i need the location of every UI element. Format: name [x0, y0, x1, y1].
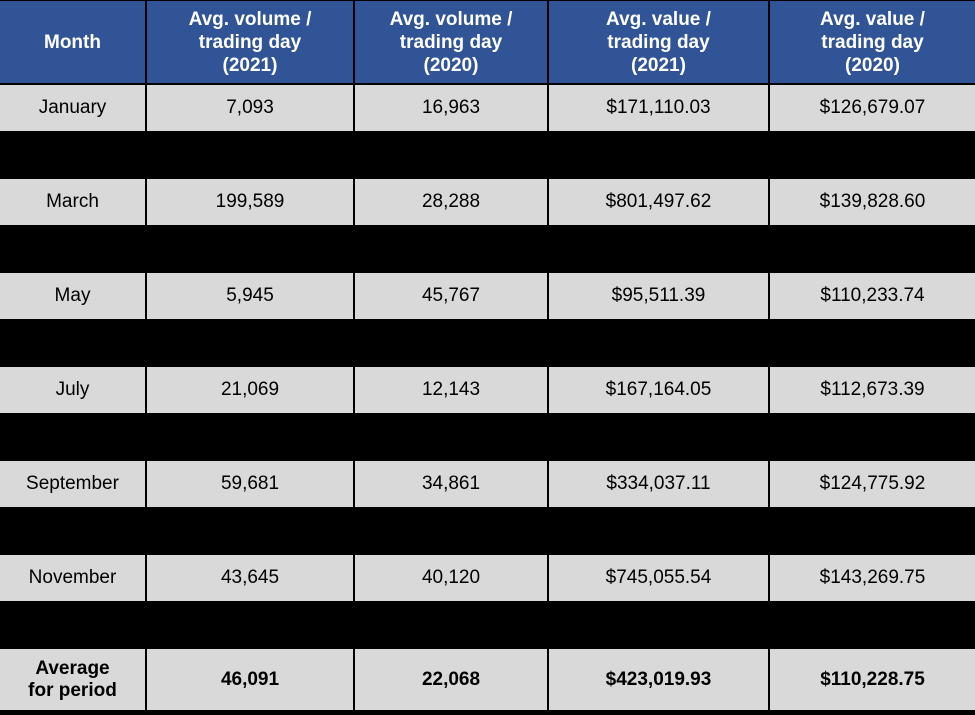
- table-row-november: November 43,645 40,120 $745,055.54 $143,…: [0, 555, 975, 601]
- column-header-avg-volume-2020: Avg. volume / trading day (2020): [355, 1, 547, 83]
- cell-november-volume-2020: 40,120: [355, 555, 547, 601]
- cell-average-label: Average for period: [0, 649, 145, 710]
- cell-september-volume-2021: 59,681: [147, 461, 353, 507]
- cell-november-value-2020: $143,269.75: [770, 555, 975, 601]
- column-header-month: Month: [0, 1, 145, 83]
- cell-july-value-2021: $167,164.05: [549, 367, 768, 413]
- hidden-row-band-december: [0, 601, 975, 649]
- cell-july-month: July: [0, 367, 145, 413]
- cell-september-value-2020: $124,775.92: [770, 461, 975, 507]
- hidden-row-band-april: [0, 225, 975, 273]
- cell-march-month: March: [0, 179, 145, 225]
- table-bottom-border: [0, 710, 975, 715]
- cell-average-volume-2021: 46,091: [147, 649, 353, 710]
- cell-may-volume-2021: 5,945: [147, 273, 353, 319]
- cell-march-volume-2020: 28,288: [355, 179, 547, 225]
- cell-september-volume-2020: 34,861: [355, 461, 547, 507]
- cell-july-value-2020: $112,673.39: [770, 367, 975, 413]
- cell-may-value-2020: $110,233.74: [770, 273, 975, 319]
- cell-may-month: May: [0, 273, 145, 319]
- table-row-september: September 59,681 34,861 $334,037.11 $124…: [0, 461, 975, 507]
- table-row-average: Average for period 46,091 22,068 $423,01…: [0, 649, 975, 710]
- cell-march-value-2020: $139,828.60: [770, 179, 975, 225]
- cell-average-value-2021: $423,019.93: [549, 649, 768, 710]
- column-header-avg-value-2021: Avg. value / trading day (2021): [549, 1, 768, 83]
- cell-average-value-2020: $110,228.75: [770, 649, 975, 710]
- table-row-march: March 199,589 28,288 $801,497.62 $139,82…: [0, 179, 975, 225]
- hidden-row-band-august: [0, 413, 975, 461]
- cell-september-month: September: [0, 461, 145, 507]
- cell-january-month: January: [0, 85, 145, 131]
- cell-november-value-2021: $745,055.54: [549, 555, 768, 601]
- cell-march-value-2021: $801,497.62: [549, 179, 768, 225]
- table-row-july: July 21,069 12,143 $167,164.05 $112,673.…: [0, 367, 975, 413]
- cell-november-volume-2021: 43,645: [147, 555, 353, 601]
- cell-january-volume-2021: 7,093: [147, 85, 353, 131]
- column-header-avg-value-2020: Avg. value / trading day (2020): [770, 1, 975, 83]
- cell-may-value-2021: $95,511.39: [549, 273, 768, 319]
- cell-july-volume-2020: 12,143: [355, 367, 547, 413]
- hidden-row-band-october: [0, 507, 975, 555]
- cell-july-volume-2021: 21,069: [147, 367, 353, 413]
- table-row-january: January 7,093 16,963 $171,110.03 $126,67…: [0, 85, 975, 131]
- hidden-row-band-february: [0, 131, 975, 179]
- table-header-row: Month Avg. volume / trading day (2021) A…: [0, 1, 975, 85]
- cell-january-volume-2020: 16,963: [355, 85, 547, 131]
- hidden-row-band-june: [0, 319, 975, 367]
- cell-november-month: November: [0, 555, 145, 601]
- cell-average-volume-2020: 22,068: [355, 649, 547, 710]
- column-header-avg-volume-2021: Avg. volume / trading day (2021): [147, 1, 353, 83]
- cell-january-value-2020: $126,679.07: [770, 85, 975, 131]
- cell-september-value-2021: $334,037.11: [549, 461, 768, 507]
- table-row-may: May 5,945 45,767 $95,511.39 $110,233.74: [0, 273, 975, 319]
- cell-march-volume-2021: 199,589: [147, 179, 353, 225]
- cell-january-value-2021: $171,110.03: [549, 85, 768, 131]
- cell-may-volume-2020: 45,767: [355, 273, 547, 319]
